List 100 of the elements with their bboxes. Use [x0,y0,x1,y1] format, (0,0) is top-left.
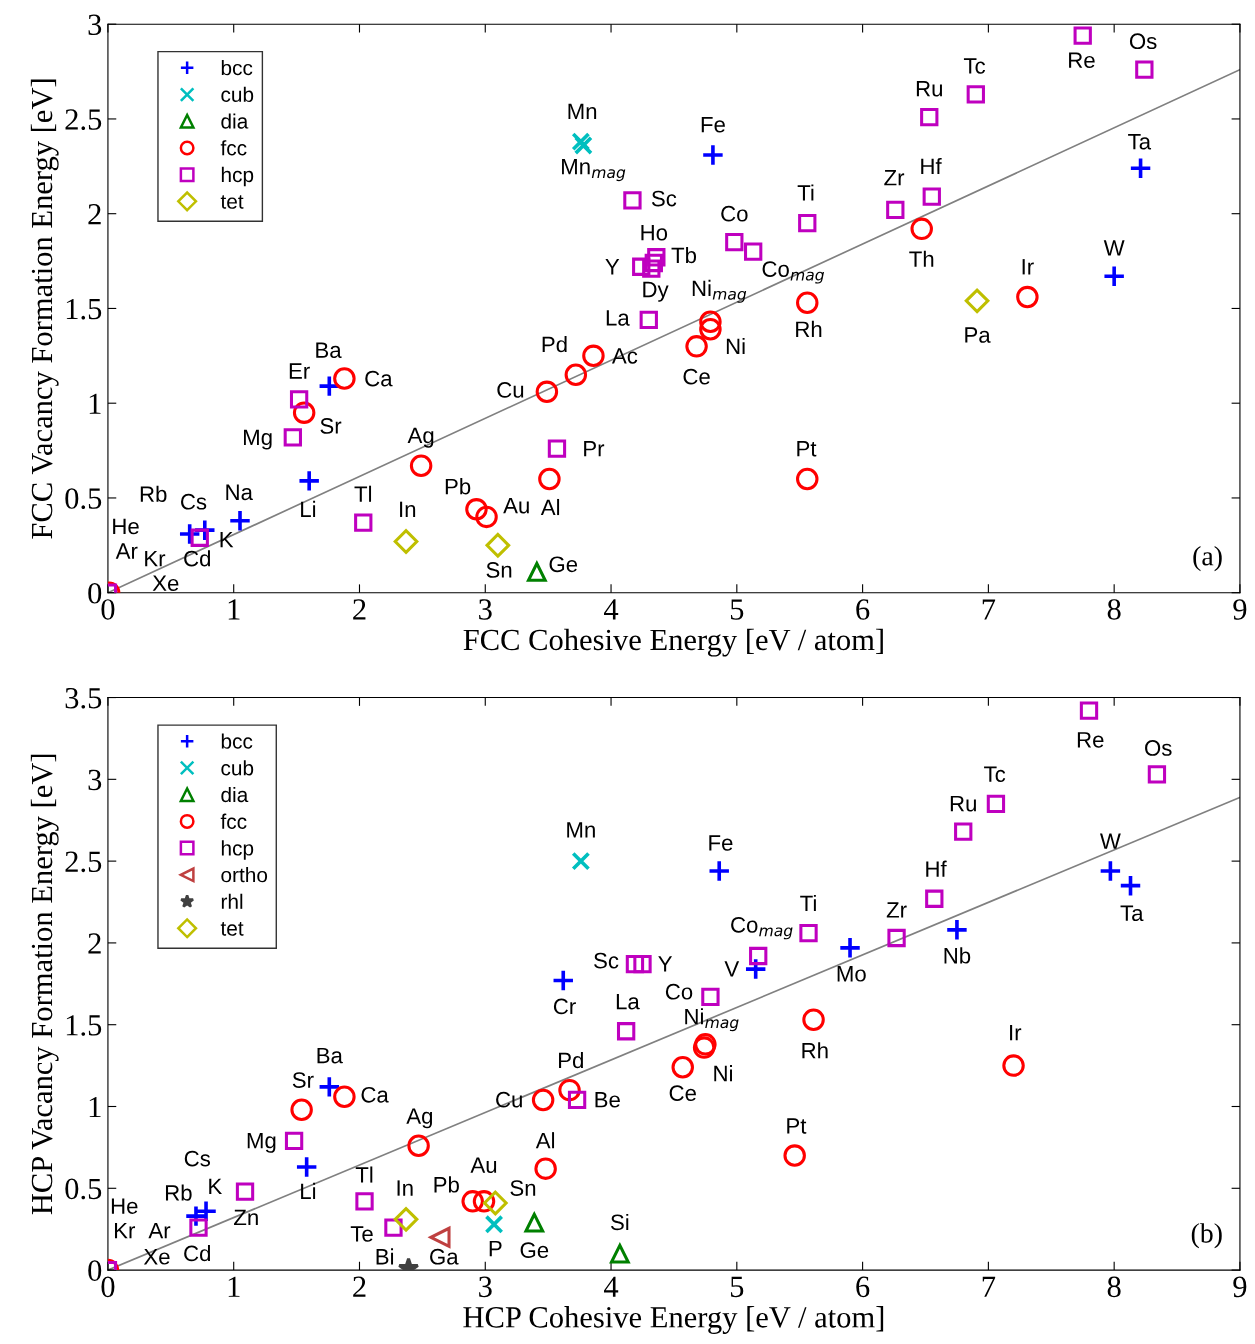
legend-label: bcc [221,733,253,749]
annotation: Mn$_{mag}$ [562,159,626,182]
annotation: Os [1145,740,1172,756]
annotation: Sn [486,562,512,578]
annotation: Pa [965,327,991,343]
annotation: Ar [115,543,138,559]
point [1079,701,1099,720]
x-axis-title: FCC Cohesive Energy [eV / atom] [463,628,883,657]
point [1073,26,1092,45]
x-tick-label: 4 [604,1276,619,1297]
annotation: Co [721,205,748,222]
x-tick-label: 7 [982,1276,996,1297]
annotation: Be [595,1092,620,1108]
y-tick-label: 1 [89,1096,101,1118]
x-tick-label: 2 [353,1276,366,1297]
annotation: Mo [837,966,866,982]
point [744,957,768,981]
x-tick-label: 6 [856,1276,870,1298]
legend-label: tet [220,195,244,209]
point [699,310,722,333]
annotation: La [616,993,640,1010]
point [189,1218,208,1237]
point [699,318,722,341]
annotation: Ca [365,370,393,387]
point [290,1098,313,1122]
annotation: Tc [963,58,986,74]
annotation: In [400,501,416,517]
annotation: Al [535,1132,555,1149]
point [235,1182,255,1201]
point [707,859,731,883]
annotation: Pd [559,1051,583,1069]
annotation: Pd [542,335,567,353]
annotation: Ti [800,894,816,912]
point [1102,264,1126,288]
annotation: Kr [114,1222,136,1239]
annotation: Pt [797,441,817,457]
point [526,562,547,582]
annotation: Ag [406,1108,433,1129]
annotation: Xe [143,1249,170,1265]
point [623,191,642,210]
legend-label: rhl [221,893,243,909]
point [1016,285,1039,309]
point [393,529,419,554]
annotation: Ru [916,80,942,97]
y-tick-label: 2.5 [65,109,102,130]
x-tick-label: 3 [479,1276,492,1298]
legend-label: fcc [220,140,247,156]
point [796,291,819,315]
point [354,513,373,532]
point [986,794,1006,814]
y-tick-label: 0.5 [65,1178,102,1200]
annotation: Ar [148,1222,171,1239]
point [393,1207,419,1232]
point [538,467,561,491]
point [228,509,252,533]
y-tick-label: 1.5 [66,1015,102,1036]
point [925,889,944,908]
annotation: Ba [317,1047,343,1064]
annotation: Ni [726,337,745,354]
annotation: Rh [802,1042,828,1059]
point [284,1131,304,1151]
annotation: Y [605,259,620,275]
annotation: La [606,310,630,326]
annotation: Er [289,363,310,379]
annotation: Rb [140,485,167,503]
annotation: Ir [1022,259,1034,275]
annotation: Mg [247,1132,276,1153]
x-tick-label: 6 [856,599,870,620]
point [945,918,969,942]
x-tick-label: 5 [730,599,744,620]
point [1098,859,1122,883]
point [333,1085,356,1108]
legend-label: cub [221,760,254,776]
point [887,928,906,948]
point [922,187,941,206]
annotation: Mn [568,103,597,120]
point [461,1190,484,1213]
annotation: Ac [611,348,638,364]
point [1135,60,1154,79]
point [407,1134,430,1158]
x-tick-label: 4 [604,599,619,620]
annotation: Pt [787,1118,807,1134]
annotation: Pr [584,441,605,457]
annotation: Nb [944,947,971,964]
annotation: Ru [950,795,976,812]
annotation: Sr [320,418,342,434]
annotation: Ta [1128,134,1152,150]
point [547,439,567,458]
legend-label: bcc [221,60,253,76]
annotation: Ga [430,1248,459,1265]
point [609,1243,630,1264]
point [685,335,708,358]
annotation: Dy [643,281,669,302]
annotation: K [209,1178,222,1195]
point [1118,874,1143,898]
annotation: Y [658,956,673,972]
x-tick-label: 1 [228,1276,240,1297]
point [333,367,356,390]
annotation: Au [503,497,529,514]
point [485,532,511,558]
